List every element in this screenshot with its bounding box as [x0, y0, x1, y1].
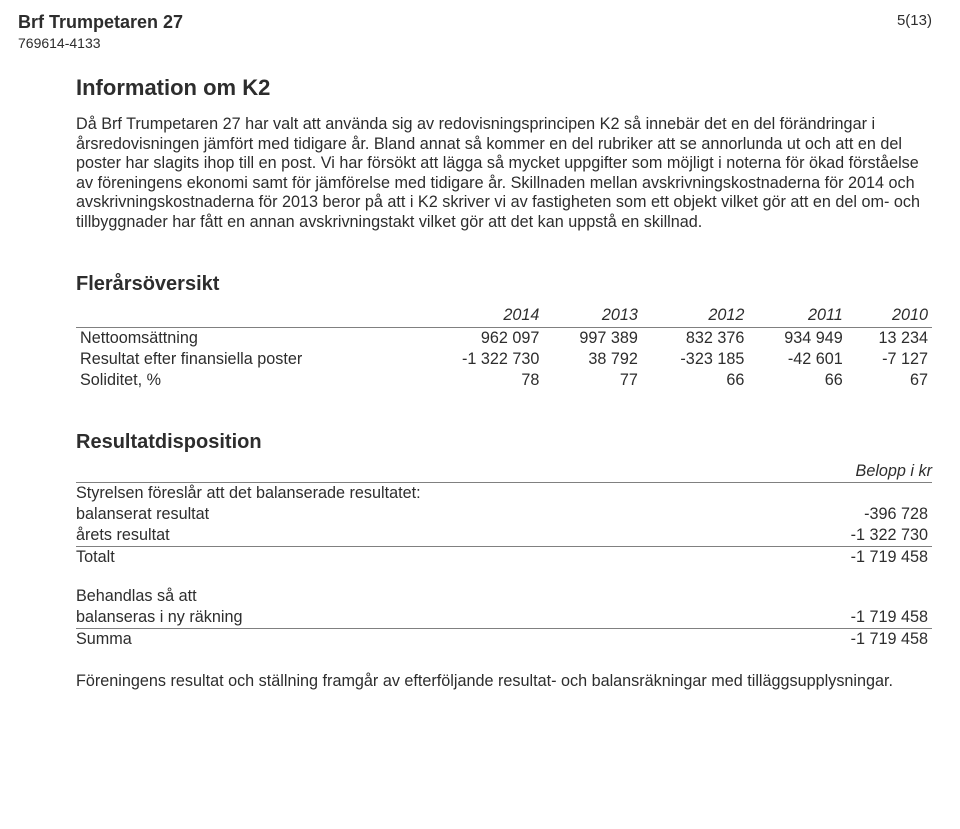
- disposition-row: balanseras i ny räkning -1 719 458: [76, 607, 932, 629]
- disposition-value: -1 719 458: [770, 607, 932, 629]
- overview-header-blank: [76, 304, 417, 328]
- org-id: 769614-4133: [18, 35, 183, 51]
- belopp-label: Belopp i kr: [76, 462, 932, 483]
- disposition-value: -1 322 730: [770, 525, 932, 547]
- disposition-row: balanserat resultat -396 728: [76, 504, 932, 525]
- overview-year: 2011: [748, 304, 846, 328]
- heading-overview: Flerårsöversikt: [76, 273, 932, 296]
- overview-row: Soliditet, % 78 77 66 66 67: [76, 370, 932, 391]
- overview-cell: 962 097: [417, 327, 543, 349]
- overview-table: 2014 2013 2012 2011 2010 Nettoomsättning…: [76, 304, 932, 391]
- overview-cell: 77: [543, 370, 641, 391]
- overview-year: 2014: [417, 304, 543, 328]
- heading-info-k2: Information om K2: [76, 75, 932, 101]
- overview-cell: 78: [417, 370, 543, 391]
- overview-header-row: 2014 2013 2012 2011 2010: [76, 304, 932, 328]
- overview-label: Nettoomsättning: [76, 327, 417, 349]
- disposition-value: -396 728: [770, 504, 932, 525]
- overview-cell: 832 376: [642, 327, 748, 349]
- overview-label: Resultat efter finansiella poster: [76, 349, 417, 370]
- overview-cell: -42 601: [748, 349, 846, 370]
- overview-cell: 997 389: [543, 327, 641, 349]
- disposition-label: balanserat resultat: [76, 504, 770, 525]
- overview-cell: -323 185: [642, 349, 748, 370]
- page-header: Brf Trumpetaren 27 769614-4133 5(13): [18, 12, 932, 51]
- disposition-blank: [770, 586, 932, 607]
- overview-row: Nettoomsättning 962 097 997 389 832 376 …: [76, 327, 932, 349]
- disposition-intro: Styrelsen föreslår att det balanserade r…: [76, 483, 770, 504]
- main-content: Information om K2 Då Brf Trumpetaren 27 …: [76, 75, 932, 691]
- disposition-table: Styrelsen föreslår att det balanserade r…: [76, 483, 932, 650]
- overview-year: 2010: [847, 304, 932, 328]
- overview-cell: 66: [748, 370, 846, 391]
- overview-cell: 66: [642, 370, 748, 391]
- overview-year: 2012: [642, 304, 748, 328]
- footer-paragraph: Föreningens resultat och ställning framg…: [76, 672, 932, 692]
- org-name: Brf Trumpetaren 27: [18, 12, 183, 33]
- overview-cell: -7 127: [847, 349, 932, 370]
- disposition-label: årets resultat: [76, 525, 770, 547]
- disposition-summa-row: Summa -1 719 458: [76, 628, 932, 650]
- overview-year: 2013: [543, 304, 641, 328]
- disposition-total-row: Totalt -1 719 458: [76, 546, 932, 568]
- overview-row: Resultat efter finansiella poster -1 322…: [76, 349, 932, 370]
- overview-cell: 67: [847, 370, 932, 391]
- page-number: 5(13): [897, 12, 932, 29]
- disposition-handle-intro: Behandlas så att: [76, 586, 770, 607]
- overview-cell: 934 949: [748, 327, 846, 349]
- disposition-summa-label: Summa: [76, 628, 770, 650]
- paragraph-info-k2: Då Brf Trumpetaren 27 har valt att använ…: [76, 115, 932, 233]
- disposition-handle-intro-row: Behandlas så att: [76, 586, 932, 607]
- disposition-total-label: Totalt: [76, 546, 770, 568]
- overview-cell: 38 792: [543, 349, 641, 370]
- disposition-blank: [770, 483, 932, 504]
- disposition-summa-value: -1 719 458: [770, 628, 932, 650]
- disposition-label: balanseras i ny räkning: [76, 607, 770, 629]
- overview-cell: -1 322 730: [417, 349, 543, 370]
- org-block: Brf Trumpetaren 27 769614-4133: [18, 12, 183, 51]
- heading-disposition: Resultatdisposition: [76, 431, 932, 454]
- disposition-total-value: -1 719 458: [770, 546, 932, 568]
- overview-label: Soliditet, %: [76, 370, 417, 391]
- page: Brf Trumpetaren 27 769614-4133 5(13) Inf…: [0, 0, 960, 829]
- overview-cell: 13 234: [847, 327, 932, 349]
- disposition-gap-row: [76, 568, 932, 586]
- disposition-row: årets resultat -1 322 730: [76, 525, 932, 547]
- disposition-intro-row: Styrelsen föreslår att det balanserade r…: [76, 483, 932, 504]
